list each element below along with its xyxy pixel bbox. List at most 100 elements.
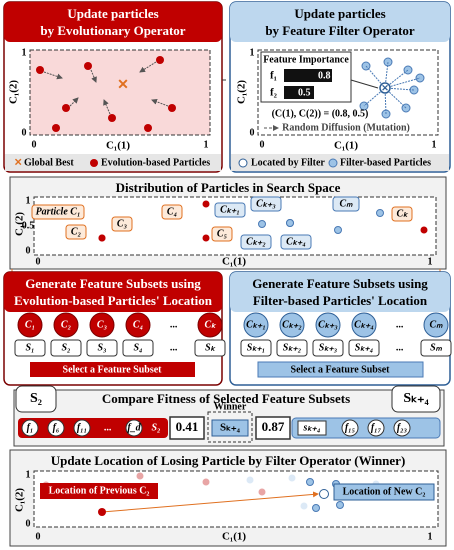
new-label: Location of New C₂ <box>343 486 426 497</box>
importance-bar <box>284 86 314 99</box>
particle <box>17 312 43 338</box>
label-box <box>31 204 85 220</box>
subset-box <box>86 339 118 357</box>
feature: f₂ <box>270 87 278 99</box>
panel-header <box>230 2 450 42</box>
tick: 1 <box>428 256 433 267</box>
previous-label: Location of Previous C₂ <box>49 485 150 496</box>
feature-bar <box>18 418 168 438</box>
fitness-box <box>255 416 291 440</box>
subset-box <box>194 339 226 357</box>
plot-area <box>29 49 211 136</box>
subset-box <box>391 385 441 413</box>
subset-label: ... <box>396 342 404 353</box>
subset-box <box>297 420 327 436</box>
feature-label: f₁₁ <box>77 422 87 433</box>
subset-label: sₖ₊₄ <box>303 422 321 433</box>
title: Filter-based Particles' Location <box>253 293 428 308</box>
feature <box>341 419 359 437</box>
feature <box>47 419 65 437</box>
legend-label: Located by Filter <box>251 157 325 168</box>
subset-box <box>420 339 452 357</box>
fitness-box <box>169 416 205 440</box>
label-box <box>214 202 246 218</box>
importance-value: 0.8 <box>318 70 331 81</box>
legend <box>231 154 449 171</box>
subset-box <box>50 339 82 357</box>
particle-label: Cₖ₊₁ <box>246 319 266 330</box>
subset-box <box>14 339 46 357</box>
title: Update Location of Losing Particle by Fi… <box>51 453 406 468</box>
particle-label: Cₖ <box>397 208 410 219</box>
title: Compare Fitness of Selected Feature Subs… <box>102 391 350 406</box>
particle-label: C₂ <box>71 226 81 237</box>
tick: 0 <box>26 518 31 529</box>
particle-label: Cₖ₊₄ <box>286 236 306 247</box>
importance-bar <box>284 69 332 82</box>
particle-label: C₄ <box>133 319 143 330</box>
feature <box>367 419 385 437</box>
select-label: Select a Feature Subset <box>291 364 391 375</box>
label-box <box>333 483 435 501</box>
label-box <box>332 196 360 212</box>
particle <box>423 312 449 338</box>
particle <box>98 234 106 242</box>
axis-label: C₁(2) <box>14 212 26 236</box>
feature-label: f₂₃ <box>397 422 407 433</box>
particle <box>243 312 269 338</box>
tick: 1 <box>22 47 27 58</box>
legend-icon: ✕ <box>14 157 22 168</box>
particle-label: Cₖ₊₃ <box>256 198 276 209</box>
legend-label: Global Best <box>24 157 74 168</box>
select-label: Select a Feature Subset <box>63 364 163 375</box>
feature-label: f₁ <box>27 422 34 433</box>
title: by Feature Filter Operator <box>265 23 415 38</box>
particle <box>197 312 223 338</box>
located-particle <box>379 82 391 94</box>
tick: 0 <box>36 256 41 267</box>
global-best-icon: ✕ <box>117 78 129 93</box>
particle-label: ... <box>170 319 178 330</box>
axis-label: C₁(2) <box>8 80 20 104</box>
feature <box>393 419 411 437</box>
particle-label: Cₖ <box>205 319 218 330</box>
winner-subset: Sₖ₊₄ <box>220 422 241 434</box>
feature-label: f₁₅ <box>345 422 355 433</box>
tick: 0 <box>22 127 27 138</box>
particle <box>351 312 377 338</box>
subset: S₂ <box>30 391 42 406</box>
particle-label: Cₖ₊₂ <box>282 319 302 330</box>
label-box <box>161 204 183 220</box>
tick: 0 <box>260 139 265 150</box>
legend-label: Evolution-based Particles <box>101 157 210 168</box>
subset-label: Sₖ <box>205 342 217 353</box>
label-box <box>250 196 282 212</box>
legend-icon <box>90 159 98 167</box>
label-box <box>240 234 272 250</box>
subset-box <box>276 339 308 357</box>
particle <box>420 226 428 234</box>
particle-label: Cₖ₊₁ <box>220 204 240 215</box>
particle <box>286 219 294 227</box>
axis-label: C₁(1) <box>334 140 358 152</box>
axis-label: C₁(1) <box>222 256 246 268</box>
particle <box>89 312 115 338</box>
select-bar <box>30 362 195 377</box>
label-box <box>111 216 133 232</box>
tick: 1 <box>428 531 433 542</box>
axis-label: C₁(2) <box>14 488 26 512</box>
title: Generate Feature Subsets using <box>25 276 201 291</box>
subset-label: ... <box>170 342 178 353</box>
features: f₁ f₆ f₁₁... f_d S₂ sₖ₊₄ f₁₅ f₁₇ f₂₃ <box>21 419 411 437</box>
particle-label: C₅ <box>217 228 227 239</box>
subset-label: S₁ <box>25 342 34 353</box>
previous-particle <box>98 508 106 516</box>
title: by Evolutionary Operator <box>40 23 185 38</box>
move-arrow <box>101 491 319 513</box>
subset-label: Sₖ₊₁ <box>247 342 266 353</box>
particle <box>279 312 305 338</box>
axis-label: C₁(2) <box>236 80 248 104</box>
title: Generate Feature Subsets using <box>252 276 428 291</box>
subset-label: S₂ <box>61 342 70 353</box>
